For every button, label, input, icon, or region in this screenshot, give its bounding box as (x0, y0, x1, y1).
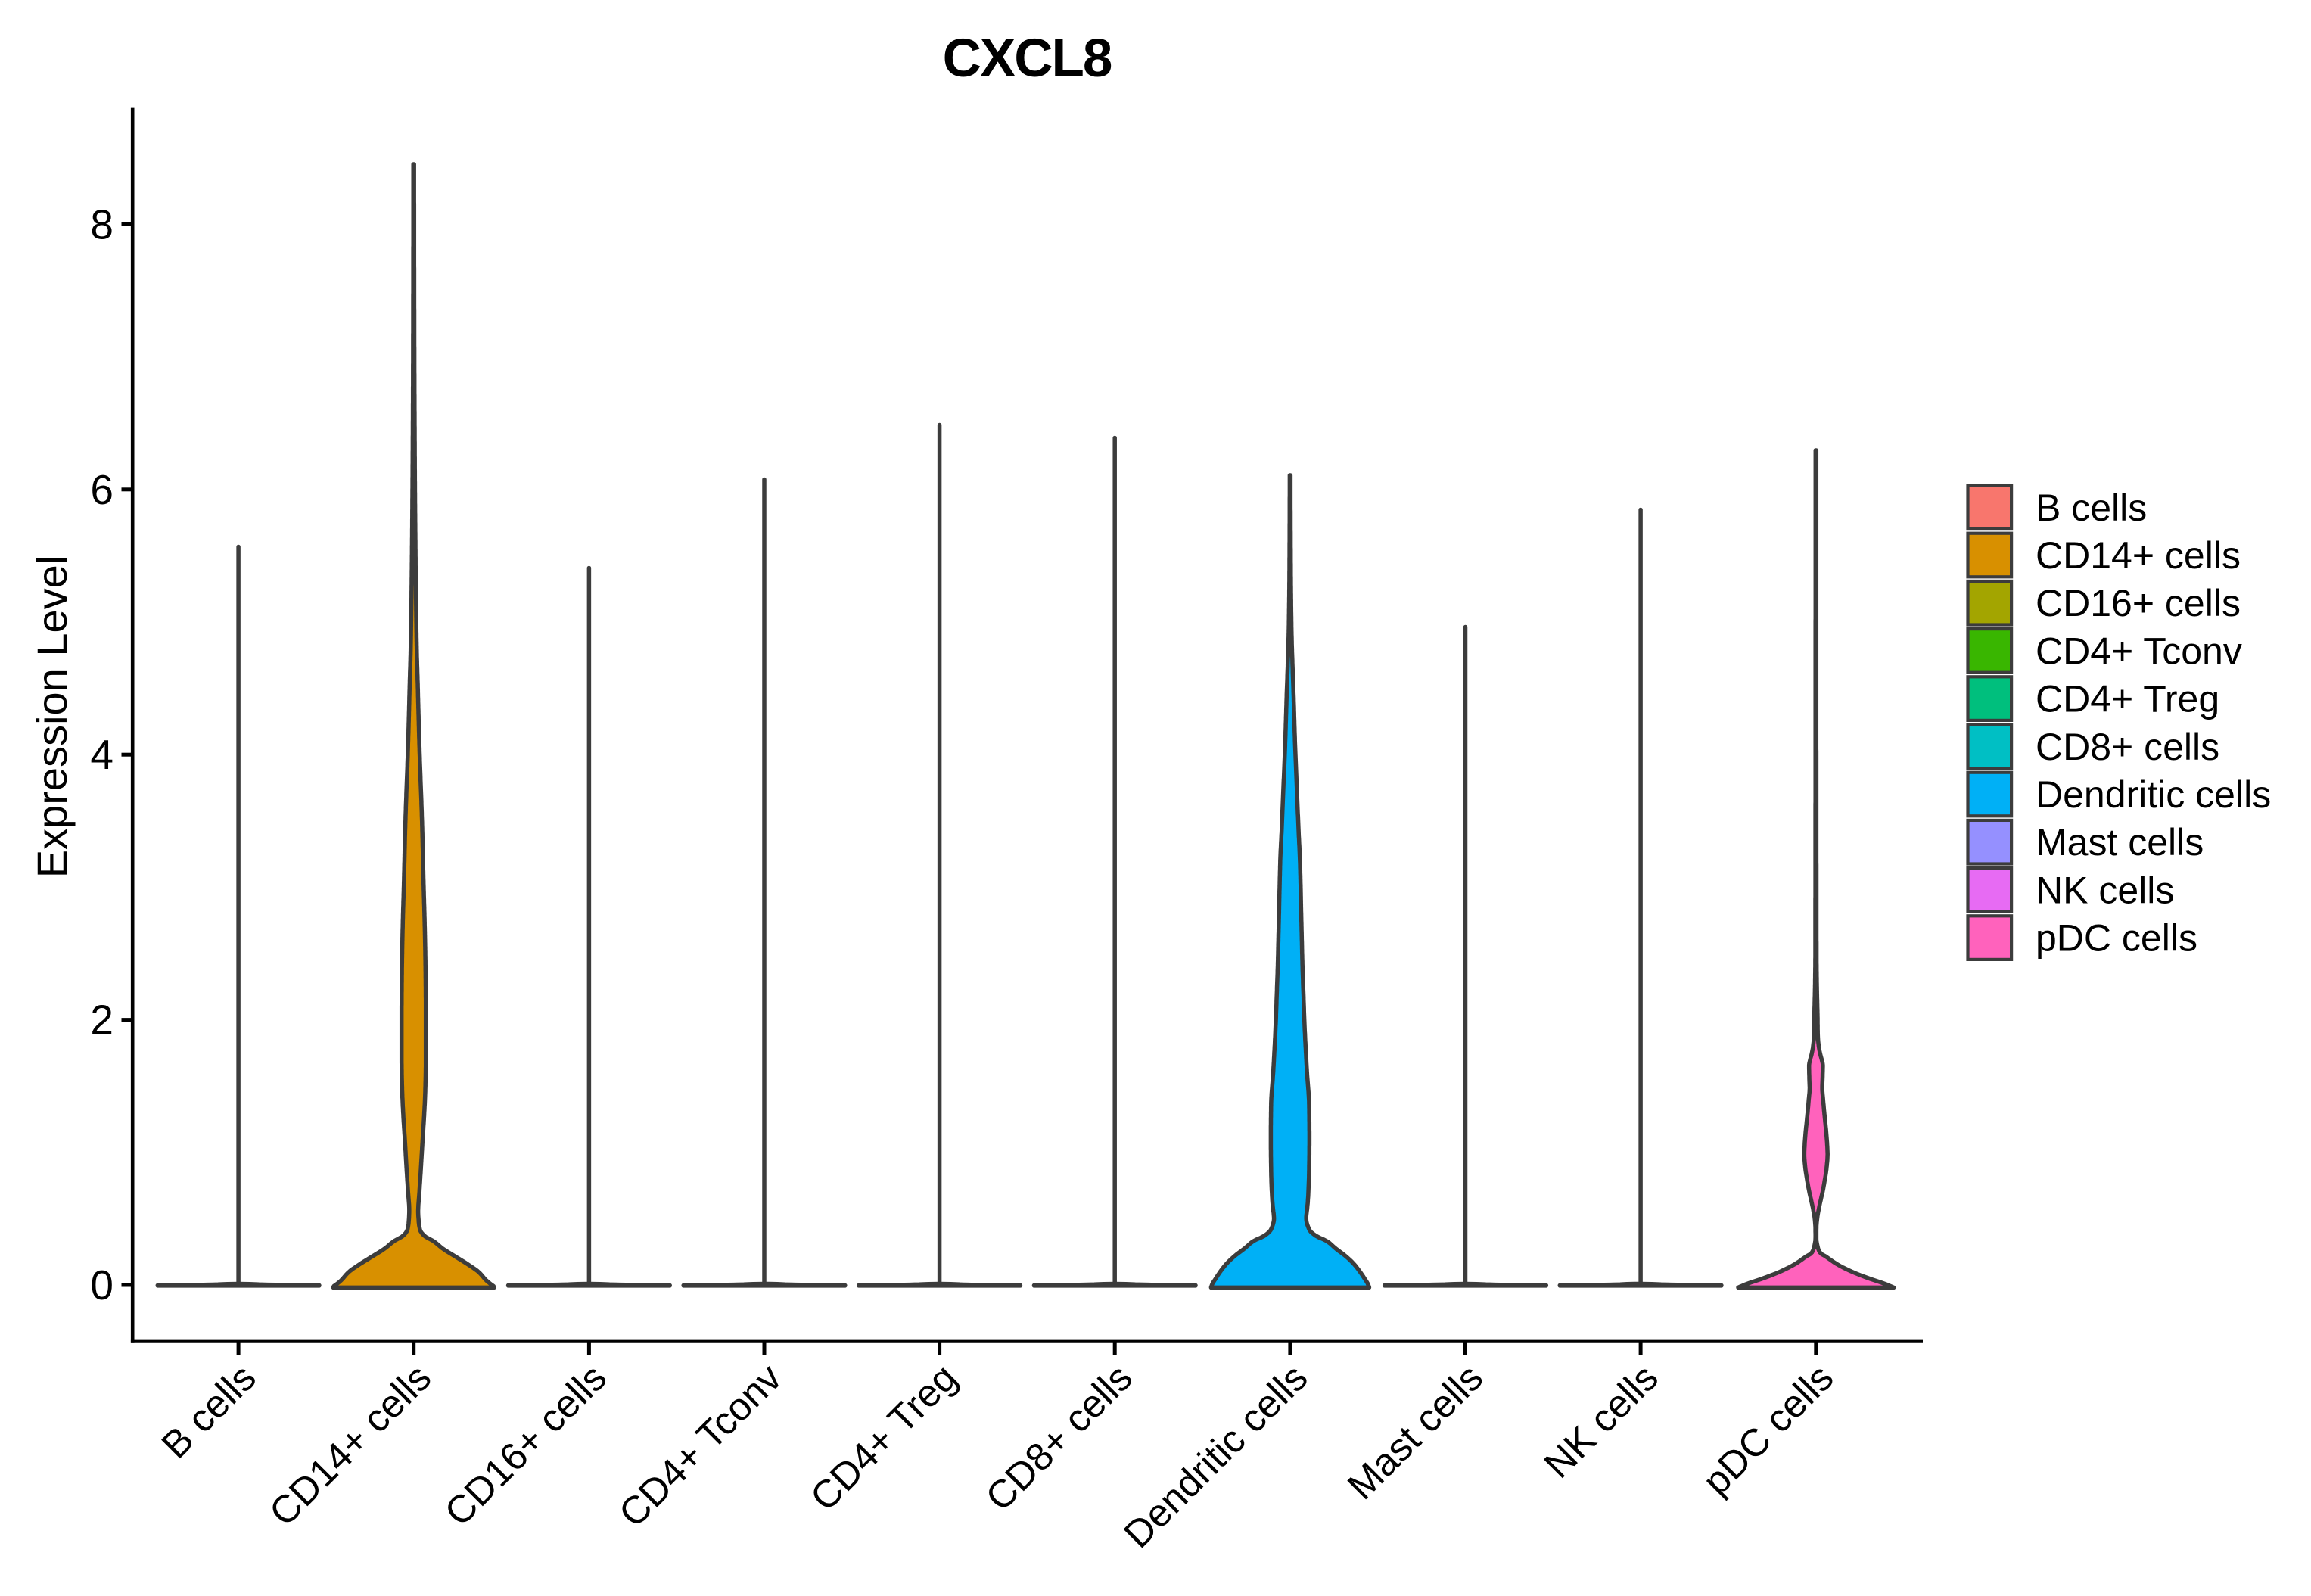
svg-text:CD8+ cells: CD8+ cells (2036, 726, 2219, 768)
svg-text:Dendritic cells: Dendritic cells (2036, 773, 2271, 816)
svg-text:pDC cells: pDC cells (2036, 917, 2197, 960)
svg-text:CD14+ cells: CD14+ cells (2036, 534, 2241, 577)
svg-text:6: 6 (90, 466, 114, 513)
svg-text:CXCL8: CXCL8 (943, 29, 1112, 89)
svg-text:CD4+ Treg: CD4+ Treg (2036, 678, 2219, 720)
svg-text:4: 4 (90, 731, 114, 778)
svg-text:CD16+ cells: CD16+ cells (2036, 582, 2241, 624)
svg-text:NK cells: NK cells (2036, 869, 2174, 911)
svg-text:2: 2 (90, 997, 114, 1044)
svg-text:B cells: B cells (2036, 487, 2147, 529)
svg-text:Expression Level: Expression Level (28, 555, 76, 878)
svg-text:Mast cells: Mast cells (2036, 821, 2204, 863)
svg-text:0: 0 (90, 1262, 114, 1308)
svg-text:8: 8 (90, 201, 114, 247)
svg-text:CD4+ Tconv: CD4+ Tconv (2036, 630, 2242, 672)
